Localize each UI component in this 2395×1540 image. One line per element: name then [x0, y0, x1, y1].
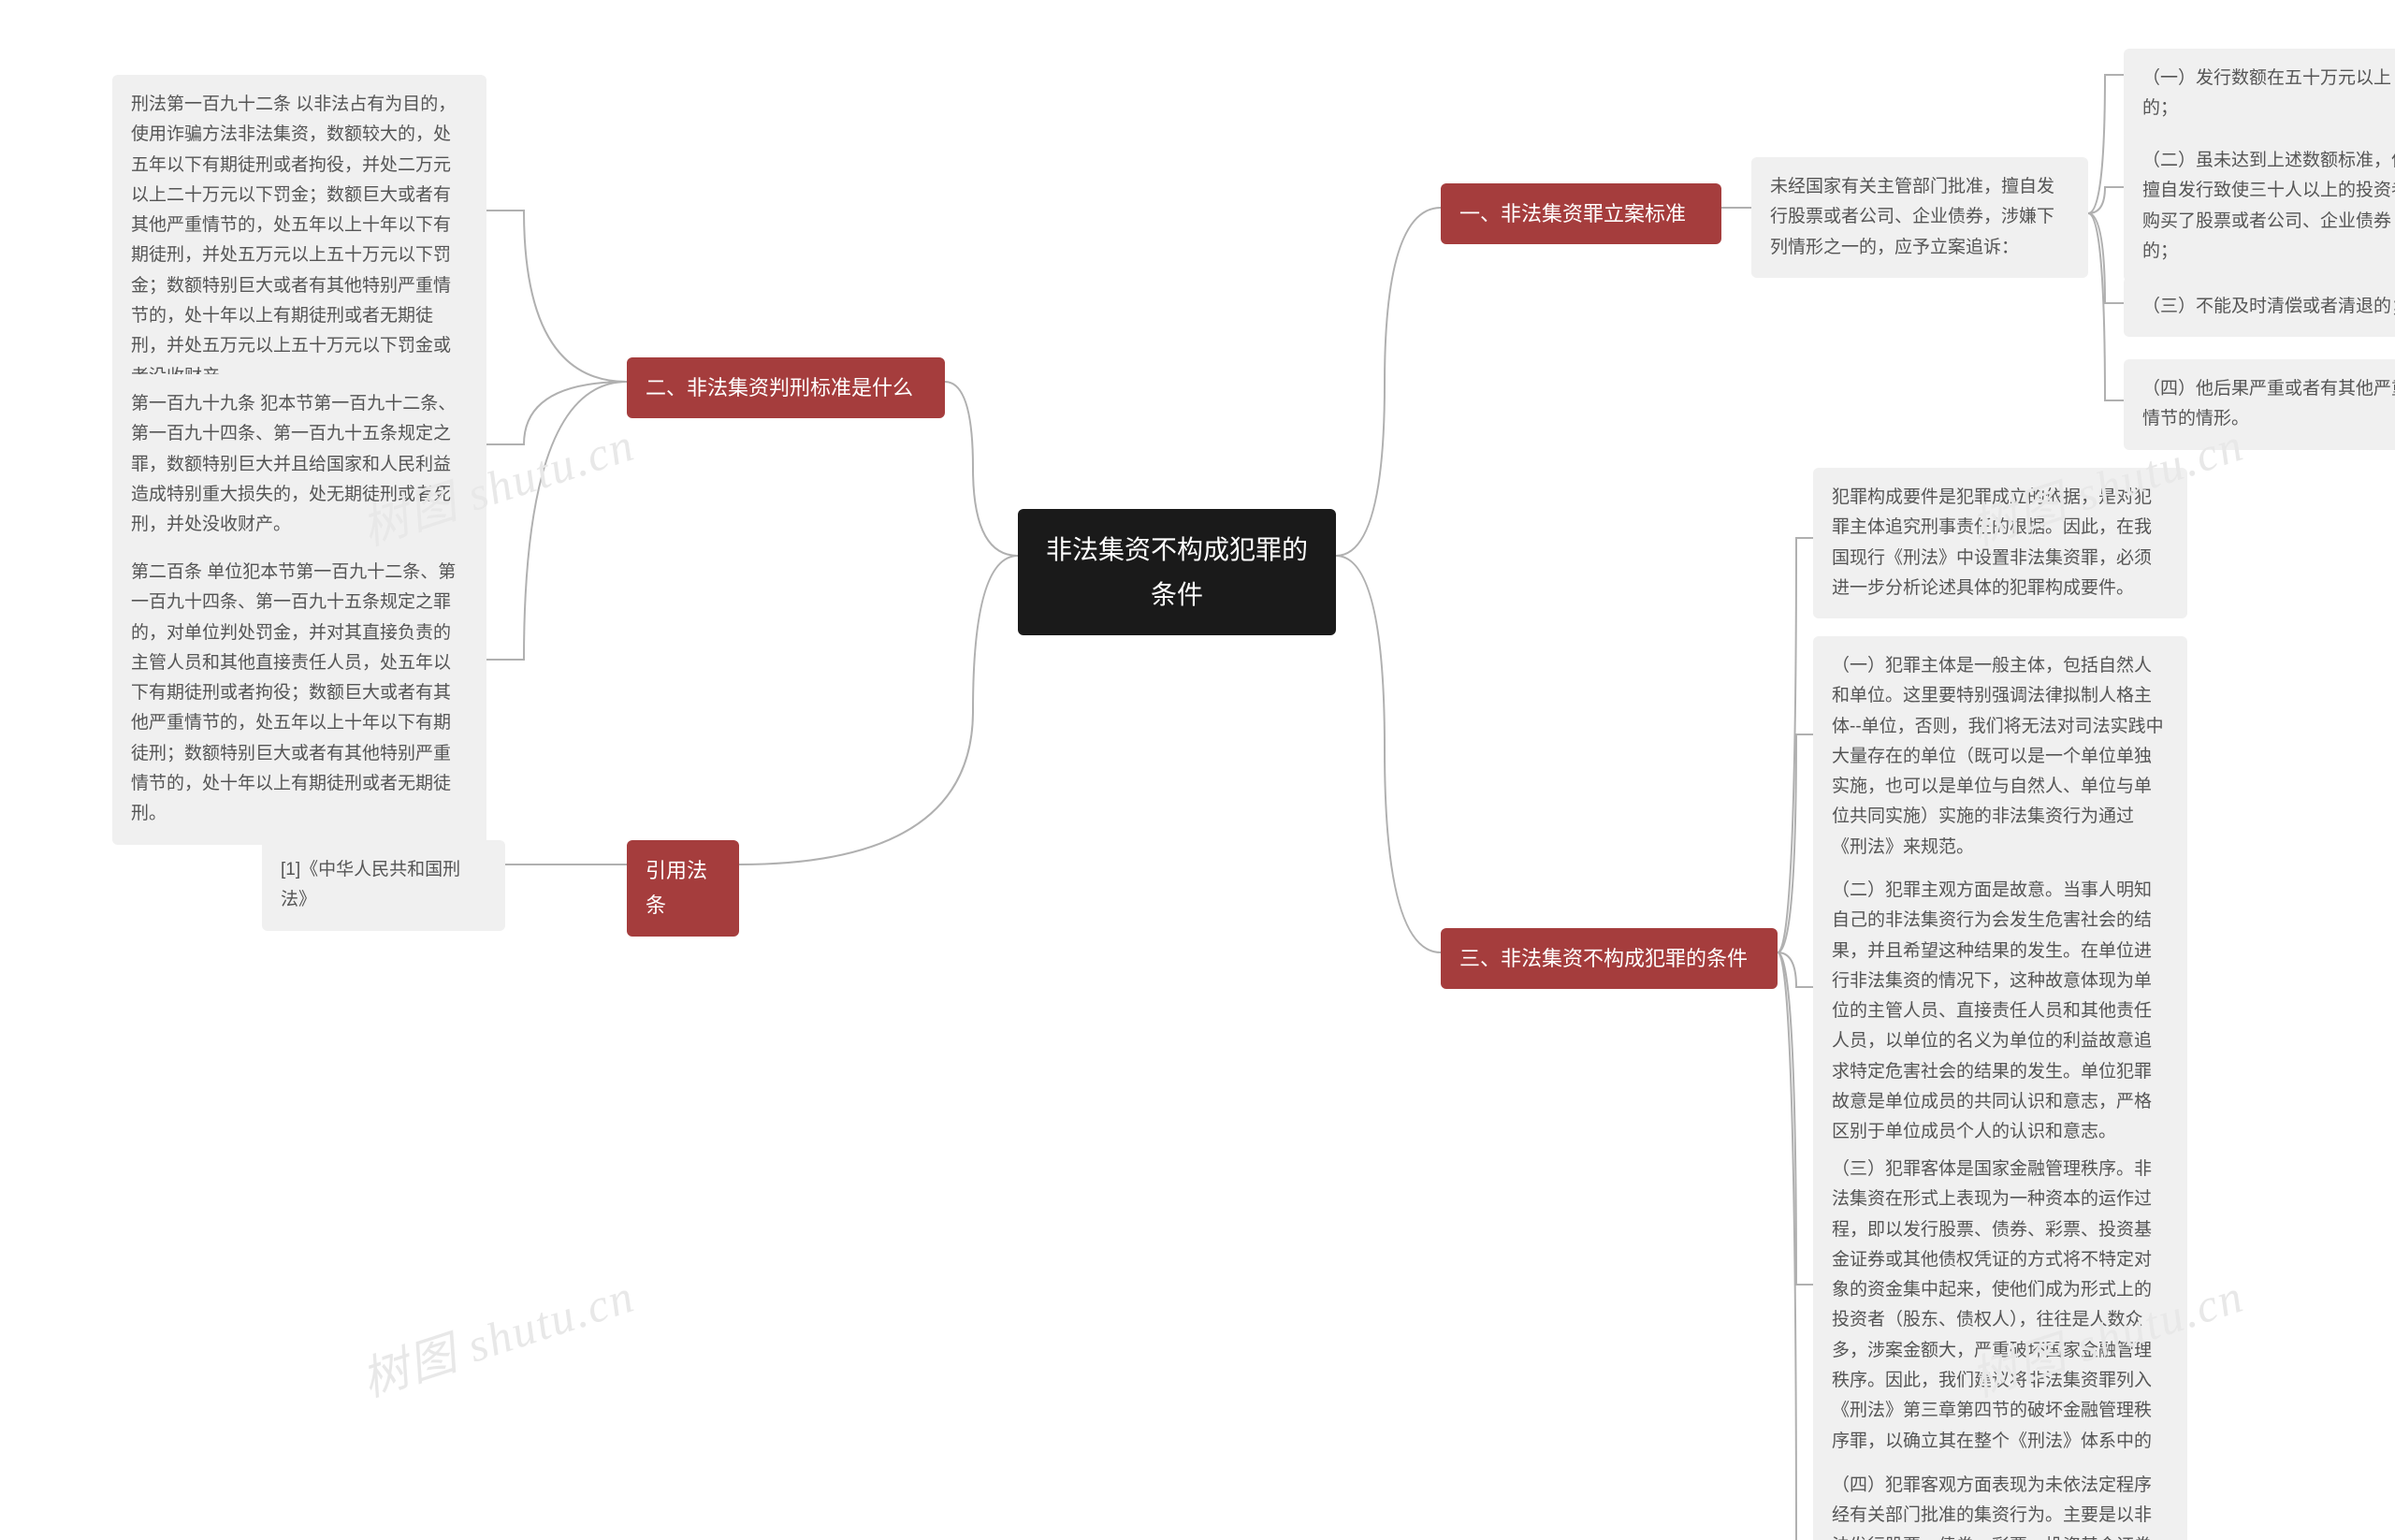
leaf-node-r1-1[interactable]: （二）虽未达到上述数额标准，但擅自发行致使三十人以上的投资者购买了股票或者公司、…	[2124, 131, 2395, 282]
leaf-node-l1-2[interactable]: 第二百条 单位犯本节第一百九十二条、第一百九十四条、第一百九十五条规定之罪的，对…	[112, 543, 486, 845]
leaf-text: [1]《中华人民共和国刑法》	[281, 860, 460, 909]
leaf-node-r2-2[interactable]: （二）犯罪主观方面是故意。当事人明知自己的非法集资行为会发生危害社会的结果，并且…	[1813, 861, 2187, 1163]
branch-label: 三、非法集资不构成犯罪的条件	[1459, 947, 1748, 970]
branch-node-l1[interactable]: 二、非法集资判刑标准是什么	[627, 357, 945, 418]
leaf-node-l1-1[interactable]: 第一百九十九条 犯本节第一百九十二条、第一百九十四条、第一百九十五条规定之罪，数…	[112, 374, 486, 555]
leaf-node-r2-1[interactable]: （一）犯罪主体是一般主体，包括自然人和单位。这里要特别强调法律拟制人格主体--单…	[1813, 636, 2187, 878]
leaf-node-r2-0[interactable]: 犯罪构成要件是犯罪成立的依据，是对犯罪主体追究刑事责任的根据。因此，在我国现行《…	[1813, 468, 2187, 618]
center-node-text: 非法集资不构成犯罪的条件	[1046, 535, 1308, 609]
leaf-text: （二）虽未达到上述数额标准，但擅自发行致使三十人以上的投资者购买了股票或者公司、…	[2142, 151, 2395, 261]
leaf-text: （二）犯罪主观方面是故意。当事人明知自己的非法集资行为会发生危害社会的结果，并且…	[1832, 880, 2152, 1141]
leaf-node-l1-0[interactable]: 刑法第一百九十二条 以非法占有为目的，使用诈骗方法非法集资，数额较大的，处五年以…	[112, 75, 486, 407]
branch-node-r1[interactable]: 一、非法集资罪立案标准	[1441, 183, 1721, 244]
center-node[interactable]: 非法集资不构成犯罪的条件	[1018, 509, 1336, 635]
leaf-text: （一）发行数额在五十万元以上的；	[2142, 68, 2391, 118]
leaf-text: 第一百九十九条 犯本节第一百九十二条、第一百九十四条、第一百九十五条规定之罪，数…	[131, 394, 456, 534]
leaf-node-r2-4[interactable]: （四）犯罪客观方面表现为未依法定程序经有关部门批准的集资行为。主要是以非法发行股…	[1813, 1456, 2187, 1540]
branch-label: 二、非法集资判刑标准是什么	[646, 376, 913, 400]
mid-node-r1[interactable]: 未经国家有关主管部门批准，擅自发行股票或者公司、企业债券，涉嫌下列情形之一的，应…	[1751, 157, 2088, 278]
leaf-text: 刑法第一百九十二条 以非法占有为目的，使用诈骗方法非法集资，数额较大的，处五年以…	[131, 94, 456, 386]
leaf-node-r1-3[interactable]: （四）他后果严重或者有其他严重情节的情形。	[2124, 359, 2395, 450]
leaf-node-r1-2[interactable]: （三）不能及时清偿或者清退的；	[2124, 277, 2395, 337]
leaf-text: （四）犯罪客观方面表现为未依法定程序经有关部门批准的集资行为。主要是以非法发行股…	[1832, 1475, 2152, 1540]
mid-text: 未经国家有关主管部门批准，擅自发行股票或者公司、企业债券，涉嫌下列情形之一的，应…	[1770, 177, 2054, 257]
leaf-text: 第二百条 单位犯本节第一百九十二条、第一百九十四条、第一百九十五条规定之罪的，对…	[131, 562, 456, 823]
watermark: 树图 shutu.cn	[352, 1258, 642, 1410]
leaf-node-l2-0[interactable]: [1]《中华人民共和国刑法》	[262, 840, 505, 931]
branch-node-l2[interactable]: 引用法条	[627, 840, 739, 937]
leaf-text: （三）犯罪客体是国家金融管理秩序。非法集资在形式上表现为一种资本的运作过程，即以…	[1832, 1159, 2152, 1481]
branch-node-r2[interactable]: 三、非法集资不构成犯罪的条件	[1441, 928, 1778, 989]
leaf-node-r1-0[interactable]: （一）发行数额在五十万元以上的；	[2124, 49, 2395, 139]
branch-label: 引用法条	[646, 859, 707, 917]
branch-label: 一、非法集资罪立案标准	[1459, 202, 1686, 225]
leaf-text: 犯罪构成要件是犯罪成立的依据，是对犯罪主体追究刑事责任的根据。因此，在我国现行《…	[1832, 487, 2152, 598]
leaf-text: （四）他后果严重或者有其他严重情节的情形。	[2142, 379, 2395, 429]
leaf-node-r2-3[interactable]: （三）犯罪客体是国家金融管理秩序。非法集资在形式上表现为一种资本的运作过程，即以…	[1813, 1140, 2187, 1502]
leaf-text: （一）犯罪主体是一般主体，包括自然人和单位。这里要特别强调法律拟制人格主体--单…	[1832, 656, 2164, 857]
leaf-text: （三）不能及时清偿或者清退的；	[2142, 297, 2395, 316]
